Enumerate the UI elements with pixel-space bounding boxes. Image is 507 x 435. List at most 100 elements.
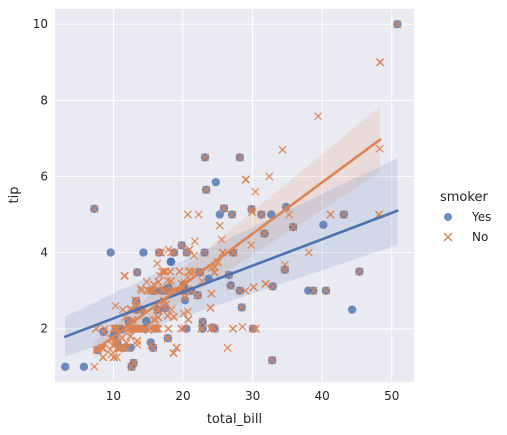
point-no [156, 248, 165, 257]
point-no [190, 237, 199, 246]
point-no [247, 205, 256, 214]
point-no [198, 317, 207, 326]
point-no [180, 293, 189, 302]
y-tick-label: 6 [40, 169, 48, 183]
point-no [206, 303, 215, 312]
point-no [248, 207, 257, 216]
point-no [132, 297, 141, 306]
y-axis-label: tip [7, 187, 22, 204]
point-no [309, 286, 318, 295]
point-no [114, 344, 123, 353]
point-no [215, 221, 224, 230]
point-no [161, 304, 170, 313]
point-no [118, 305, 127, 314]
point-no [217, 235, 226, 244]
point-no [140, 324, 149, 333]
y-axis-ticks: 2 4 6 8 10 [33, 17, 48, 335]
point-no [304, 248, 313, 257]
point-no [111, 301, 120, 310]
point-yes [198, 324, 207, 333]
x-tick-label: 40 [315, 389, 330, 403]
point-no [180, 324, 189, 333]
y-tick-label: 8 [40, 93, 48, 107]
point-no [154, 324, 163, 333]
point-no [226, 281, 235, 291]
x-axis-label: total_bill [207, 412, 262, 427]
point-no [126, 332, 135, 341]
x-tick-label: 20 [175, 389, 190, 403]
point-no [289, 222, 298, 232]
point-no [237, 303, 246, 312]
legend-marker-no [443, 232, 453, 242]
point-no [166, 277, 176, 286]
point-no [183, 307, 192, 316]
point-no [153, 259, 162, 268]
point-no [136, 284, 145, 293]
point-no [249, 283, 258, 292]
point-no [163, 334, 172, 343]
point-no [179, 309, 188, 318]
legend: smoker Yes No [440, 190, 491, 244]
point-no [160, 267, 169, 276]
confidence-bands [65, 106, 398, 359]
point-no [157, 267, 167, 276]
point-no [167, 305, 176, 314]
point-no [260, 229, 269, 238]
grid [55, 9, 414, 382]
point-no [172, 343, 181, 352]
point-no [147, 286, 157, 295]
point-no [169, 312, 178, 322]
point-no [206, 324, 216, 333]
point-no [169, 348, 178, 358]
point-no [257, 210, 266, 219]
point-yes [211, 177, 220, 187]
point-no [149, 315, 158, 325]
x-tick-label: 10 [106, 389, 121, 403]
point-no [219, 204, 229, 213]
x-axis-ticks: 10 20 30 40 50 [106, 389, 400, 403]
point-no [184, 315, 193, 324]
point-no [108, 341, 118, 350]
point-no [376, 58, 385, 67]
point-no [164, 324, 173, 333]
point-yes [139, 248, 148, 257]
point-no [227, 210, 237, 219]
point-no [248, 324, 258, 333]
point-no [148, 286, 158, 295]
point-no [247, 240, 256, 250]
point-no [285, 210, 294, 219]
point-yes [319, 220, 328, 230]
point-yes [142, 316, 151, 326]
point-no [109, 324, 119, 333]
point-no [157, 283, 166, 293]
point-no [202, 185, 211, 194]
point-no [148, 343, 158, 352]
point-no [120, 271, 129, 280]
point-no [235, 153, 244, 162]
point-no [261, 279, 270, 288]
point-no [109, 353, 119, 362]
legend-label-yes: Yes [471, 210, 491, 224]
point-no [98, 353, 108, 362]
point-no [265, 172, 274, 181]
point-no [326, 210, 335, 219]
point-yes [166, 257, 175, 266]
point-yes [61, 362, 70, 371]
point-yes [180, 295, 190, 305]
point-no [130, 324, 139, 333]
point-no [194, 210, 203, 219]
point-no [197, 324, 206, 333]
point-no [278, 145, 287, 154]
point-no [210, 268, 219, 277]
point-no [183, 210, 192, 219]
point-no [339, 210, 348, 219]
point-yes [267, 210, 276, 219]
point-no [321, 286, 331, 295]
point-no [90, 204, 99, 213]
confidence-band-no [94, 106, 381, 359]
point-no [251, 187, 260, 196]
y-tick-label: 10 [33, 17, 48, 31]
point-no [122, 338, 131, 347]
point-no [90, 362, 99, 371]
